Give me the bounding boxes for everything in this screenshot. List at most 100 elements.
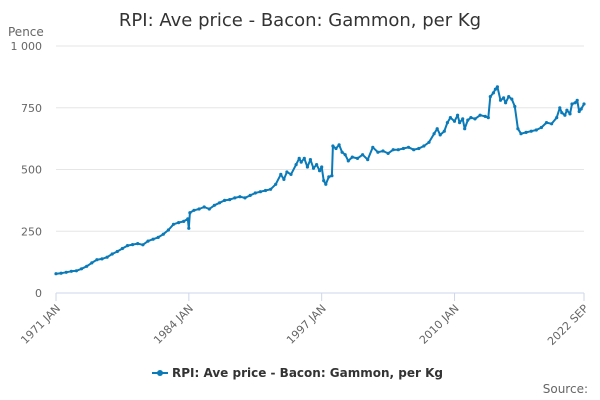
data-point[interactable] [498,98,503,102]
data-point[interactable] [406,145,411,149]
data-point[interactable] [452,119,457,123]
data-point[interactable] [258,190,262,194]
data-point[interactable] [202,205,206,209]
data-point[interactable] [445,121,449,125]
data-point[interactable] [297,156,301,160]
data-point[interactable] [355,156,360,160]
data-point[interactable] [575,98,579,102]
data-point[interactable] [186,217,190,221]
data-point[interactable] [243,196,247,200]
data-point[interactable] [156,235,160,239]
data-point[interactable] [331,144,335,148]
data-point[interactable] [115,249,119,254]
data-point[interactable] [187,226,191,230]
data-point[interactable] [524,130,528,134]
data-point[interactable] [565,108,569,112]
data-point[interactable] [207,207,211,211]
data-point[interactable] [151,237,155,241]
data-point[interactable] [294,163,298,167]
data-point[interactable] [197,207,201,211]
data-point[interactable] [544,121,549,125]
data-point[interactable] [285,170,289,174]
data-point[interactable] [131,243,135,247]
data-point[interactable] [90,261,94,265]
data-point[interactable] [311,166,316,170]
data-point[interactable] [192,208,196,212]
data-point[interactable] [458,121,462,125]
data-point[interactable] [493,87,497,91]
data-point[interactable] [507,95,511,99]
data-point[interactable] [435,127,439,131]
data-point[interactable] [318,169,322,173]
data-point[interactable] [212,203,216,207]
data-point[interactable] [85,264,89,268]
data-point[interactable] [110,252,114,256]
data-point[interactable] [279,172,283,176]
data-point[interactable] [396,148,400,152]
data-point[interactable] [491,91,495,95]
data-point[interactable] [563,113,567,117]
data-point[interactable] [330,174,334,178]
data-point[interactable] [579,107,583,111]
data-point[interactable] [223,198,227,202]
data-point[interactable] [486,116,490,120]
data-point[interactable] [361,153,365,157]
data-point[interactable] [64,270,68,274]
data-point[interactable] [269,187,273,191]
data-point[interactable] [315,163,319,167]
data-point[interactable] [550,122,554,126]
data-point[interactable] [448,116,452,120]
data-point[interactable] [340,150,344,154]
data-point[interactable] [166,228,170,232]
data-point[interactable] [495,85,499,89]
data-point[interactable] [54,272,58,276]
data-point[interactable] [519,132,523,136]
data-point[interactable] [573,101,577,105]
data-point[interactable] [473,117,477,121]
data-point[interactable] [350,155,354,159]
data-point[interactable] [478,113,482,117]
data-point[interactable] [248,193,252,197]
data-point[interactable] [100,257,104,261]
data-point[interactable] [558,106,562,110]
data-point[interactable] [582,102,586,106]
data-point[interactable] [417,146,421,151]
data-point[interactable] [513,104,517,109]
data-point[interactable] [560,111,564,115]
data-point[interactable] [79,267,84,271]
data-point[interactable] [327,175,331,179]
data-point[interactable] [69,269,73,273]
data-point[interactable] [161,232,165,236]
data-point[interactable] [366,158,370,162]
data-point[interactable] [182,219,186,223]
data-point[interactable] [568,112,572,116]
data-point[interactable] [432,132,436,136]
data-point[interactable] [136,242,140,246]
data-point[interactable] [274,182,278,186]
data-point[interactable] [461,117,465,121]
data-point[interactable] [322,179,326,183]
data-point[interactable] [253,191,257,195]
data-point[interactable] [412,148,416,152]
legend[interactable]: RPI: Ave price - Bacon: Gammon, per Kg [152,366,443,380]
data-point[interactable] [422,144,426,148]
data-point[interactable] [570,102,574,106]
data-point[interactable] [302,156,306,160]
data-point[interactable] [502,96,506,100]
data-point[interactable] [308,158,312,162]
data-point[interactable] [171,222,176,226]
data-point[interactable] [337,143,341,147]
data-point[interactable] [346,159,350,163]
data-point[interactable] [386,151,390,155]
data-point[interactable] [334,146,338,151]
data-point[interactable] [456,113,460,117]
data-point[interactable] [376,150,380,154]
data-point[interactable] [438,133,442,137]
data-point[interactable] [427,140,431,144]
data-point[interactable] [534,128,538,132]
data-point[interactable] [510,97,514,101]
data-point[interactable] [74,269,78,273]
data-point[interactable] [282,177,286,181]
data-point[interactable] [305,165,309,169]
legend-item-label[interactable]: RPI: Ave price - Bacon: Gammon, per Kg [172,366,443,380]
